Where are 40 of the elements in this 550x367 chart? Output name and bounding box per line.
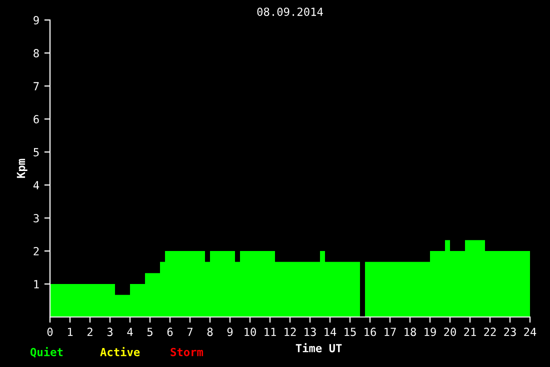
x-tick-label: 9	[227, 328, 233, 336]
x-tick-label: 8	[207, 328, 213, 336]
chart-title: 08.09.2014	[257, 8, 323, 16]
x-tick-label: 6	[167, 328, 173, 336]
y-tick-label: 6	[34, 115, 39, 124]
x-tick-label: 11	[264, 328, 276, 336]
x-tick-label: 2	[87, 328, 92, 336]
y-axis-title: Kpm	[16, 158, 28, 178]
y-tick-label: 4	[33, 181, 40, 190]
y-tick-label: 1	[34, 280, 39, 288]
y-tick-label: 7	[34, 82, 39, 90]
x-tick-label: 21	[464, 328, 476, 336]
x-tick-label: 10	[244, 328, 256, 336]
x-tick-label: 13	[304, 328, 316, 336]
x-tick-label: 1	[68, 328, 73, 336]
x-tick-label: 24	[524, 328, 536, 336]
text: Storm	[170, 348, 204, 356]
x-tick-label: 3	[107, 328, 113, 336]
text: Quiet	[30, 347, 63, 358]
x-tick-label: 17	[384, 328, 396, 336]
x-tick-label: 20	[444, 328, 456, 336]
x-axis-title: Time UT	[296, 343, 342, 352]
x-tick-label: 19	[424, 328, 436, 336]
x-tick-label: 4	[127, 328, 133, 336]
x-tick-label: 16	[364, 328, 376, 336]
x-tick-label: 5	[147, 328, 152, 336]
y-tick-label: 2	[34, 247, 39, 256]
x-tick-label: 14	[324, 328, 336, 336]
y-tick-label: 8	[34, 49, 39, 58]
y-tick-label: 5	[34, 148, 39, 156]
x-tick-label: 18	[404, 328, 416, 336]
y-tick-label: 9	[34, 16, 39, 24]
text: Active	[100, 347, 140, 356]
x-tick-label: 12	[284, 328, 296, 336]
x-tick-label: 15	[344, 328, 356, 336]
x-tick-label: 0	[47, 328, 53, 336]
y-tick-label: 3	[34, 214, 39, 222]
x-tick-label: 22	[484, 328, 496, 336]
x-tick-label: 23	[504, 328, 516, 336]
x-tick-label: 7	[187, 328, 193, 336]
